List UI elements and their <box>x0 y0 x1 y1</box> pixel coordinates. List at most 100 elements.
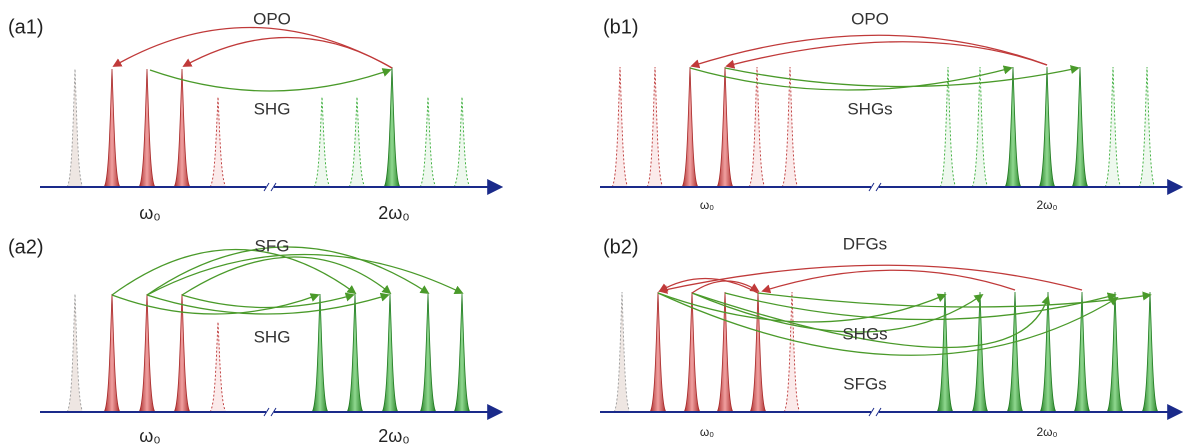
axis-break <box>871 183 879 191</box>
process-arrow <box>657 292 1119 356</box>
comb-line <box>313 96 331 188</box>
comb-line <box>103 68 121 188</box>
comb-line <box>936 291 954 413</box>
comb-line <box>748 66 766 188</box>
comb-line <box>173 68 191 188</box>
process-arrow <box>112 26 393 69</box>
comb-line <box>66 293 84 413</box>
process-label: SHGs <box>847 99 892 118</box>
comb-line <box>939 66 957 188</box>
comb-line <box>138 68 156 188</box>
freq-label: 2ω₀ <box>378 203 410 223</box>
freq-label: ω₀ <box>139 203 161 223</box>
comb-line <box>1038 66 1056 188</box>
comb-line <box>783 291 801 413</box>
comb-line <box>138 293 156 413</box>
comb-line <box>1138 66 1156 188</box>
panel-label: (a2) <box>8 236 44 258</box>
process-arrow <box>181 256 392 296</box>
process-arrow <box>146 292 390 315</box>
comb-line <box>716 66 734 188</box>
comb-line <box>971 291 989 413</box>
comb-line <box>781 66 799 188</box>
comb-line <box>971 66 989 188</box>
process-label: SHG <box>254 327 291 346</box>
process-arrow <box>690 34 1048 69</box>
panel-b2: (b2) DFGs SHGs SFGs ω₀ 2ω₀ <box>600 234 1184 439</box>
process-arrow <box>724 292 1117 321</box>
comb-line <box>1106 291 1124 413</box>
process-label: OPO <box>851 9 889 28</box>
comb-line <box>1006 291 1024 413</box>
process-arrow <box>691 292 984 333</box>
freq-label: 2ω₀ <box>1036 425 1057 439</box>
comb-line <box>646 66 664 188</box>
process-arrow <box>658 277 759 294</box>
comb-line <box>1071 66 1089 188</box>
comb-line <box>1004 66 1022 188</box>
comb-line <box>209 96 227 188</box>
process-arrow <box>146 253 464 296</box>
comb-line <box>381 293 399 413</box>
process-label: DFGs <box>843 234 887 253</box>
panel-b1: (b1) OPO SHGs ω₀ 2ω₀ <box>600 9 1184 212</box>
process-arrow <box>725 41 1048 69</box>
freq-label: ω₀ <box>700 425 714 439</box>
axis-break <box>868 182 882 192</box>
freq-label: ω₀ <box>139 426 161 446</box>
comb-line <box>311 293 329 413</box>
axis-break <box>263 182 277 192</box>
axis-break <box>871 408 879 416</box>
process-arrow <box>181 292 355 309</box>
process-arrow <box>149 68 392 92</box>
panel-label: (b1) <box>603 16 639 38</box>
freq-label: ω₀ <box>700 198 714 212</box>
comb-line <box>103 293 121 413</box>
comb-line <box>419 293 437 413</box>
comb-line <box>613 291 631 413</box>
comb-line <box>649 291 667 413</box>
process-arrow <box>757 291 1152 308</box>
axis-break <box>263 407 277 417</box>
freq-label: 2ω₀ <box>378 426 410 446</box>
comb-line <box>383 66 401 188</box>
comb-line <box>749 291 767 413</box>
comb-line <box>716 291 734 413</box>
panel-label: (a1) <box>8 16 44 38</box>
process-label: SHG <box>254 99 291 118</box>
comb-line <box>453 293 471 413</box>
panel-label: (b2) <box>603 236 639 258</box>
process-label: OPO <box>253 9 291 28</box>
process-arrow <box>689 65 1013 91</box>
process-arrow <box>691 280 760 294</box>
process-arrow <box>111 248 357 296</box>
comb-line <box>1039 291 1057 413</box>
comb-line <box>66 68 84 188</box>
process-label: SHGs <box>842 324 887 343</box>
process-arrow <box>691 292 1051 349</box>
process-arrow <box>724 65 1080 88</box>
process-arrow <box>761 269 1016 294</box>
process-label: SFG <box>255 236 290 255</box>
comb-line <box>348 96 366 188</box>
process-arrow <box>658 264 1083 294</box>
comb-line <box>681 66 699 188</box>
panel-a1: (a1) OPO SHG ω₀ 2ω₀ <box>8 9 504 223</box>
process-arrow <box>111 293 320 315</box>
axis-break <box>868 407 882 417</box>
panel-a2: (a2) SFG SHG ω₀ 2ω₀ <box>8 236 504 446</box>
comb-line <box>173 293 191 413</box>
process-label: SFGs <box>843 374 886 393</box>
process-arrow <box>146 246 430 296</box>
comb-line <box>611 66 629 188</box>
comb-line <box>453 96 471 188</box>
comb-line <box>683 291 701 413</box>
comb-line <box>346 293 364 413</box>
axis-break <box>266 183 274 191</box>
process-arrow <box>657 292 947 323</box>
freq-label: 2ω₀ <box>1036 198 1057 212</box>
comb-line <box>1141 291 1159 413</box>
comb-line <box>1104 66 1122 188</box>
